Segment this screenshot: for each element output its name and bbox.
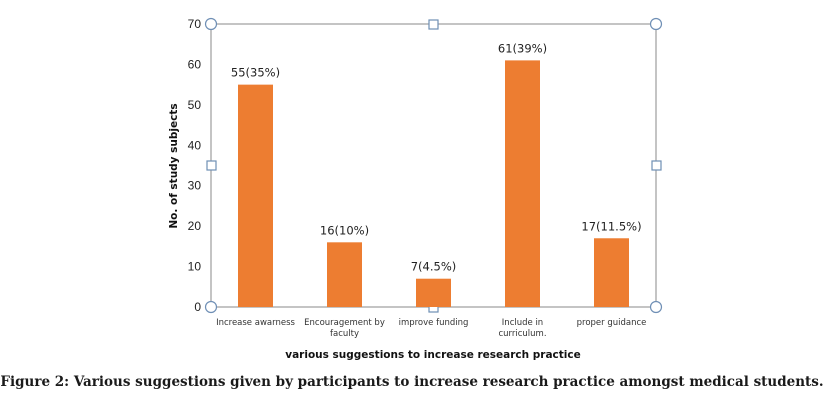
y-tick-label: 50 xyxy=(188,98,202,112)
x-category-label: Encouragement by xyxy=(304,318,385,328)
y-axis-title: No. of study subjects xyxy=(168,103,180,228)
x-category-label: curriculum. xyxy=(498,329,546,339)
data-label: 16(10%) xyxy=(320,223,369,237)
data-label: 55(35%) xyxy=(231,66,280,80)
x-category-label: faculty xyxy=(330,329,359,339)
y-tick-label: 20 xyxy=(188,219,202,233)
frame-handle-top-left[interactable] xyxy=(204,17,218,31)
data-label: 61(39%) xyxy=(498,41,547,55)
x-category-label: improve funding xyxy=(399,318,469,328)
y-tick-label: 70 xyxy=(188,17,202,31)
y-tick-label: 10 xyxy=(188,260,202,274)
bar[interactable] xyxy=(327,242,362,307)
y-tick-label: 60 xyxy=(188,57,202,71)
data-label: 17(11.5%) xyxy=(581,219,641,233)
x-category-label: Increase awarness xyxy=(216,318,295,328)
bar[interactable] xyxy=(238,84,273,308)
x-axis-title: various suggestions to increase research… xyxy=(285,349,581,361)
frame-handle-top-right[interactable] xyxy=(649,17,663,31)
bar[interactable] xyxy=(594,238,629,307)
frame-handle-bottom-right[interactable] xyxy=(649,300,663,314)
frame-handle-left[interactable] xyxy=(206,160,217,171)
x-category-label: proper guidance xyxy=(577,318,647,328)
frame-handle-right[interactable] xyxy=(651,160,662,171)
frame-handle-bottom-left[interactable] xyxy=(204,300,218,314)
y-tick-label: 0 xyxy=(194,300,201,314)
y-tick-label: 40 xyxy=(188,138,202,152)
data-label: 7(4.5%) xyxy=(411,260,457,274)
x-category-label: Include in xyxy=(502,318,543,328)
y-tick-label: 30 xyxy=(188,179,202,193)
figure-caption: Figure 2: Various suggestions given by p… xyxy=(0,374,824,390)
bar-chart: 0 10 20 30 40 50 60 70 55(35%) 16(10%) 7(4.5%) 61(… xyxy=(168,17,663,361)
bar[interactable] xyxy=(416,278,451,307)
frame-handle-top[interactable] xyxy=(428,19,439,30)
bar[interactable] xyxy=(505,60,540,308)
